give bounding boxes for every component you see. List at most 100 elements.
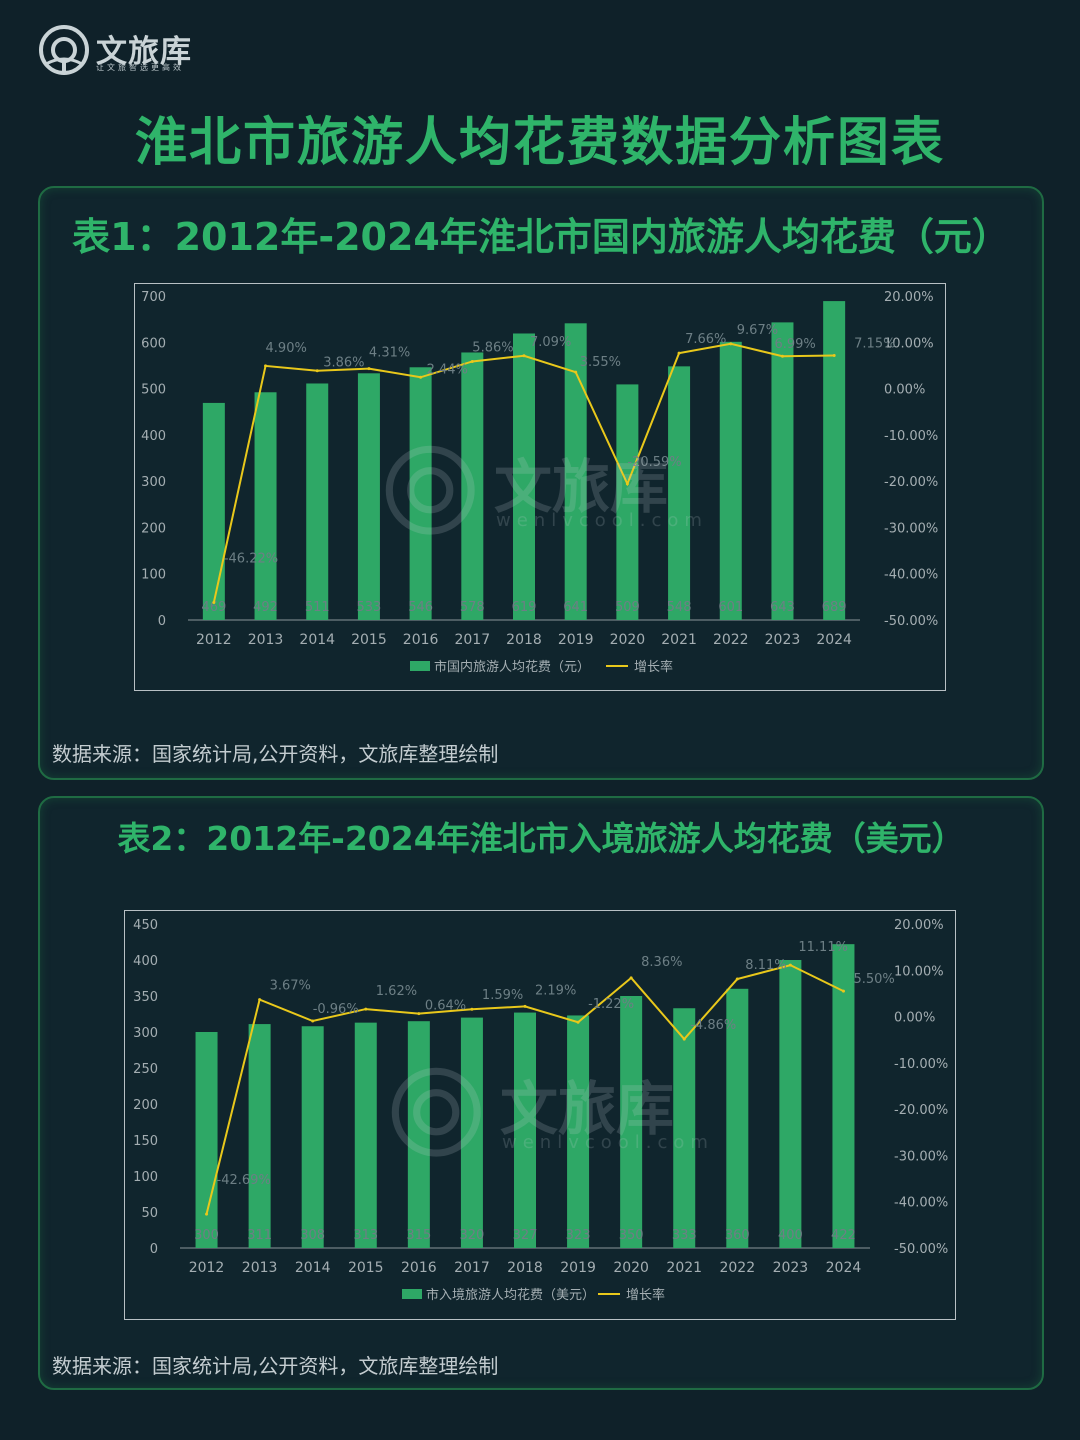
- left-axis-tick-label: 400: [141, 429, 166, 444]
- legend-bar-label: 市入境旅游人均花费（美元）: [426, 1287, 595, 1303]
- growth-rate-point: [629, 976, 633, 980]
- bar: [779, 960, 802, 1248]
- bar: [461, 352, 484, 620]
- growth-rate-label: 2.44%: [427, 362, 468, 377]
- x-axis-tick-label: 2020: [613, 1260, 649, 1276]
- growth-rate-point: [264, 364, 268, 368]
- bar-value-label: 400: [778, 1228, 803, 1243]
- growth-rate-label: 6.99%: [774, 337, 815, 352]
- right-axis-tick-label: 0.00%: [884, 383, 925, 398]
- growth-rate-point: [315, 369, 319, 373]
- watermark-url: wenlvcool.com: [496, 510, 708, 531]
- right-axis-tick-label: -30.00%: [884, 521, 938, 536]
- growth-rate-label: 3.55%: [580, 355, 621, 370]
- growth-rate-point: [364, 1007, 368, 1011]
- bar-value-label: 578: [460, 600, 485, 615]
- growth-rate-point: [311, 1019, 315, 1023]
- brand-name: 文旅库: [96, 34, 192, 70]
- bar: [823, 301, 846, 620]
- growth-rate-label: 5.50%: [853, 972, 894, 987]
- growth-rate-point: [677, 351, 681, 355]
- growth-rate-label: 2.19%: [535, 983, 576, 998]
- bar: [567, 1015, 590, 1248]
- bar: [513, 333, 535, 620]
- growth-rate-label: 7.09%: [530, 335, 571, 350]
- bar: [357, 373, 380, 620]
- growth-rate-point: [205, 1212, 209, 1216]
- growth-rate-point: [780, 354, 784, 358]
- x-axis-tick-label: 2019: [560, 1260, 596, 1276]
- left-axis-tick-label: 400: [133, 954, 158, 969]
- watermark-name: 文旅库: [500, 1075, 675, 1143]
- brand-logo: 文旅库 让文旅智选更高效: [38, 24, 218, 80]
- data-source-inbound: 数据来源：国家统计局,公开资料，文旅库整理绘制: [52, 1354, 499, 1378]
- bar-value-label: 601: [718, 600, 743, 615]
- left-axis-tick-label: 0: [150, 1242, 158, 1257]
- left-axis-tick-label: 700: [141, 290, 166, 305]
- bar-value-label: 350: [619, 1228, 644, 1243]
- left-axis-tick-label: 0: [158, 614, 166, 629]
- growth-rate-label: -1.22%: [588, 997, 634, 1012]
- x-axis-tick-label: 2024: [816, 632, 852, 648]
- x-axis-tick-label: 2022: [713, 632, 749, 648]
- bar-value-label: 469: [201, 600, 226, 615]
- growth-rate-label: 7.66%: [685, 332, 726, 347]
- right-axis-tick-label: -20.00%: [894, 1103, 948, 1118]
- bar-value-label: 492: [253, 600, 278, 615]
- right-axis-tick-label: 0.00%: [894, 1011, 935, 1026]
- x-axis-tick-label: 2016: [403, 632, 439, 648]
- bar: [564, 323, 587, 620]
- x-axis-tick-label: 2022: [719, 1260, 755, 1276]
- left-axis-tick-label: 100: [141, 568, 166, 583]
- x-axis-tick-label: 2012: [189, 1260, 225, 1276]
- right-axis-tick-label: -50.00%: [894, 1242, 948, 1257]
- bar-value-label: 643: [770, 600, 795, 615]
- bar-value-label: 320: [460, 1228, 485, 1243]
- growth-rate-label: 8.36%: [641, 955, 682, 970]
- brand-slogan: 让文旅智选更高效: [96, 63, 184, 72]
- growth-rate-point: [625, 482, 629, 486]
- bar: [514, 1012, 536, 1248]
- growth-rate-point: [212, 601, 216, 605]
- growth-rate-point: [576, 1020, 580, 1024]
- bar: [726, 988, 749, 1248]
- growth-rate-label: -0.96%: [313, 1002, 359, 1017]
- growth-rate-label: 11.11%: [798, 940, 848, 955]
- bar: [202, 402, 225, 620]
- x-axis-tick-label: 2012: [196, 632, 232, 648]
- x-axis-tick-label: 2024: [826, 1260, 862, 1276]
- x-axis-tick-label: 2020: [610, 632, 646, 648]
- bar-value-label: 300: [194, 1228, 219, 1243]
- bar-value-label: 689: [822, 600, 847, 615]
- growth-rate-label: 0.64%: [425, 999, 466, 1014]
- growth-rate-point: [682, 1037, 686, 1041]
- watermark-logo-icon: [391, 1067, 481, 1157]
- right-axis-tick-label: -30.00%: [894, 1149, 948, 1164]
- watermark-domestic: 文旅库 wenlvcool.com: [384, 440, 704, 550]
- growth-rate-label: -42.69%: [217, 1173, 271, 1188]
- growth-rate-label: -20.59%: [627, 455, 681, 470]
- growth-rate-point: [417, 1012, 421, 1016]
- growth-rate-label: 7.15%: [854, 336, 895, 351]
- panel-title-inbound: 表2：2012年-2024年淮北市入境旅游人均花费（美元）: [117, 819, 965, 858]
- growth-rate-label: 9.67%: [737, 323, 778, 338]
- right-axis-tick-label: -50.00%: [884, 614, 938, 629]
- x-axis-tick-label: 2019: [558, 632, 594, 648]
- legend-line-label: 增长率: [626, 1287, 665, 1303]
- bar: [306, 383, 329, 620]
- bar-value-label: 360: [725, 1228, 750, 1243]
- left-axis-tick-label: 200: [141, 521, 166, 536]
- legend-bar-swatch: [410, 661, 430, 671]
- bar-value-label: 533: [357, 600, 382, 615]
- watermark-logo-icon: [385, 445, 475, 535]
- left-axis-tick-label: 600: [141, 336, 166, 351]
- bar-value-label: 308: [300, 1228, 325, 1243]
- x-axis-tick-label: 2018: [507, 1260, 543, 1276]
- legend-bar-label: 市国内旅游人均花费（元）: [434, 659, 590, 675]
- bar: [407, 1021, 430, 1248]
- watermark-inbound: 文旅库 wenlvcool.com: [390, 1062, 710, 1172]
- left-axis-tick-label: 300: [141, 475, 166, 490]
- growth-rate-label: -4.86%: [690, 1018, 736, 1033]
- x-axis-tick-label: 2015: [348, 1260, 384, 1276]
- growth-rate-point: [419, 375, 423, 379]
